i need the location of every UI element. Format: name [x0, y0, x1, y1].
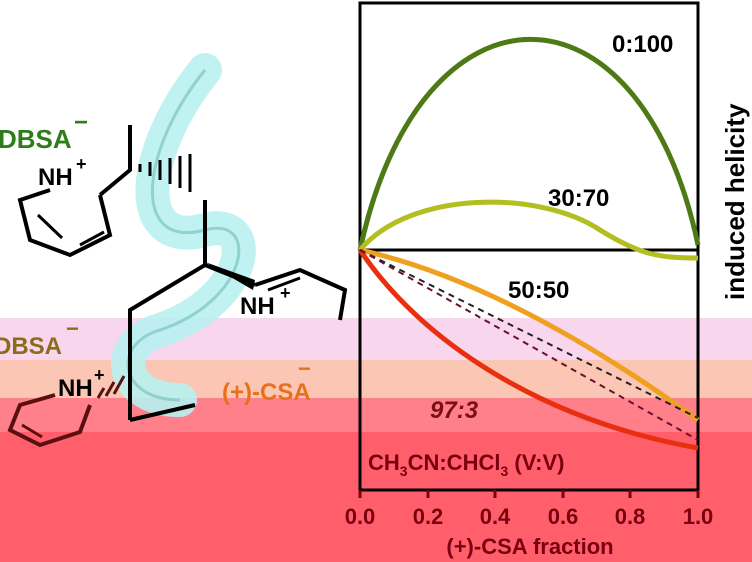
curve-label-97-3: 97:3 [430, 397, 479, 424]
counterion-top-charge: − [74, 109, 88, 136]
x-tick-label: 0.8 [615, 504, 646, 529]
helicity-plot: 0:100 30:70 50:50 97:3 induced helicity … [345, 1, 750, 559]
curve-0-100 [357, 37, 701, 251]
curve-label-0-100: 0:100 [612, 31, 673, 58]
curve-label-30-70: 30:70 [548, 185, 609, 212]
reference-dashed-2 [359, 249, 699, 441]
reference-dashed-1 [359, 249, 699, 419]
pyridinium-top-label: NH [38, 164, 73, 191]
x-axis-tick-labels: 0.0 0.2 0.4 0.6 0.8 1.0 [345, 504, 714, 529]
overlay-band-red [0, 432, 752, 562]
curve-label-50-50: 50:50 [508, 277, 569, 304]
curve-97-3 [357, 248, 699, 451]
pyridinium-ring-mid [254, 267, 348, 321]
x-tick-label: 0.2 [413, 504, 444, 529]
x-tick-label: 1.0 [683, 504, 714, 529]
counterion-mid-charge: − [66, 316, 79, 341]
acid-charge: − [298, 356, 311, 381]
hashed-bond-low [96, 375, 126, 399]
hashed-bond-top [138, 154, 192, 192]
pyridinium-top-charge: + [76, 154, 87, 174]
pyridinium-ring-top [17, 188, 113, 258]
counterion-mid: DBSA [0, 333, 62, 360]
molecule-structure: DBSA − NH + NH + DBSA − (+)-CSA [0, 53, 348, 448]
solvent-label: CH3CN:CHCl3 (V:V) [368, 450, 565, 479]
pyridinium-low-label: NH [58, 375, 93, 402]
x-axis-label: (+)-CSA fraction [446, 534, 613, 559]
curve-30-70 [358, 199, 699, 261]
pyridinium-mid-label: NH [240, 293, 275, 320]
x-tick-label: 0.0 [345, 504, 376, 529]
overlay-band-rose [0, 398, 752, 432]
helix-tube [111, 53, 256, 417]
pyridinium-ring-low [7, 393, 92, 448]
counterion-top: DBSA [0, 124, 72, 154]
x-axis-ticks [358, 490, 700, 498]
x-tick-label: 0.4 [480, 504, 511, 529]
plot-frame [358, 1, 700, 492]
wedge-bond-mid [205, 262, 255, 290]
pyridinium-low-charge: + [94, 365, 105, 385]
pyridinium-mid-charge: + [280, 283, 291, 303]
curve-50-50 [359, 247, 700, 423]
acid-label: (+)-CSA [222, 379, 311, 406]
x-tick-label: 0.6 [548, 504, 579, 529]
y-axis-label: induced helicity [720, 103, 750, 300]
